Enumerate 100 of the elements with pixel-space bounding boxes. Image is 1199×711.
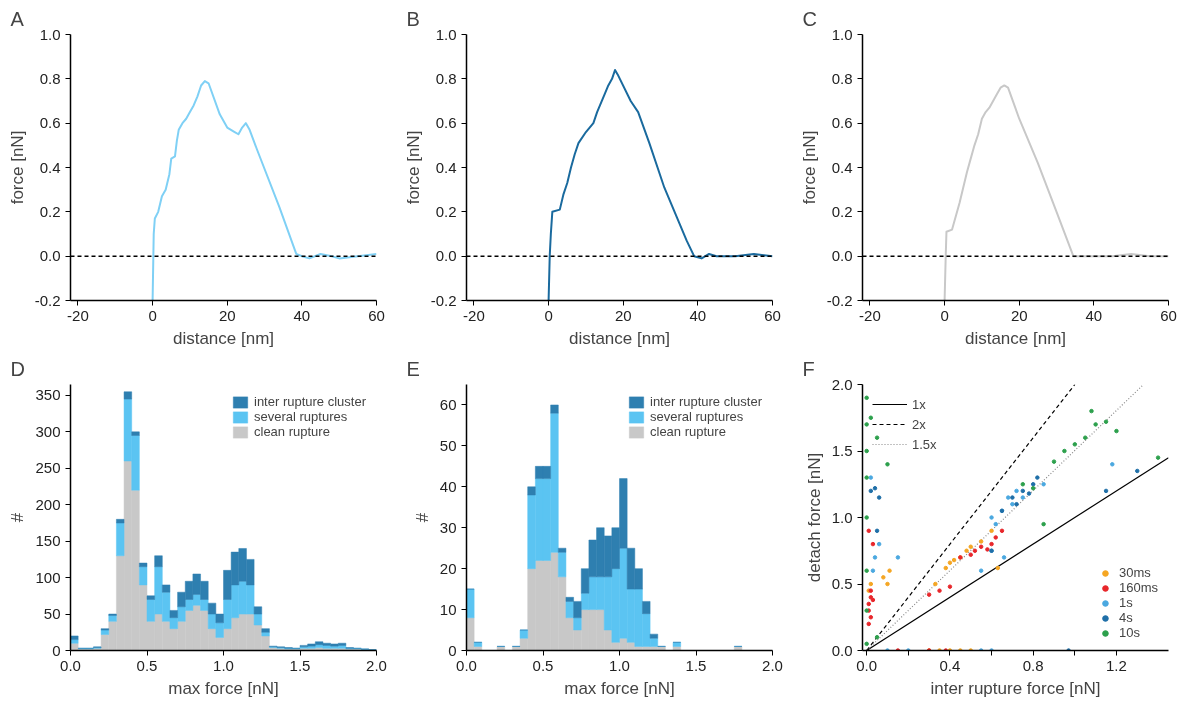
chart-title: C	[802, 7, 817, 30]
y-tick-label: 0.8	[435, 69, 457, 87]
x-tick-label: 1.5	[685, 656, 707, 674]
y-tick-label: 0.6	[831, 114, 853, 132]
y-tick-label: 0.6	[435, 114, 457, 132]
y-tick-label: 350	[35, 386, 61, 404]
y-tick-label: 1.5	[831, 442, 853, 459]
y-tick-label: 10	[439, 600, 457, 618]
x-tick-label: 40	[1085, 306, 1103, 324]
x-axis-title: distance [nm]	[964, 328, 1067, 348]
y-tick-label: 0.0	[831, 641, 853, 659]
y-tick-label: 300	[35, 422, 61, 440]
chart-title: D	[10, 357, 25, 380]
y-tick-label: 200	[35, 495, 61, 513]
y-axis-title: detach force [nN]	[804, 452, 824, 583]
x-tick-label: 0.0	[456, 656, 477, 674]
y-tick-label: -0.2	[430, 291, 457, 309]
x-tick-label: 20	[614, 306, 632, 324]
legend-label: several ruptures	[254, 409, 348, 424]
legend-label: several ruptures	[650, 409, 744, 424]
legend-label: 160ms	[1118, 580, 1158, 595]
chart-title: F	[802, 357, 815, 380]
x-tick-label: 60	[764, 306, 781, 324]
x-axis-title: distance [nm]	[172, 328, 275, 348]
x-tick-label: 1.0	[609, 656, 630, 674]
x-tick-label: 2.0	[762, 656, 783, 674]
x-tick-label: -20	[463, 306, 485, 324]
x-tick-label: 0.0	[60, 656, 81, 674]
y-tick-label: 40	[439, 477, 457, 495]
y-tick-label: 0.2	[435, 202, 457, 220]
y-tick-label: 2.0	[831, 375, 853, 393]
y-tick-label: 60	[439, 395, 457, 413]
x-tick-label: 0.5	[532, 656, 554, 674]
legend-label: 4s	[1118, 610, 1134, 625]
x-tick-label: -20	[67, 306, 89, 324]
y-tick-label: 1.0	[831, 508, 853, 526]
x-tick-label: 1.5	[289, 656, 311, 674]
y-tick-label: 0.8	[831, 69, 853, 87]
y-tick-label: 20	[439, 559, 457, 577]
chart-title: B	[406, 7, 420, 30]
x-tick-label: 2.0	[366, 656, 387, 674]
y-tick-label: 50	[439, 436, 457, 454]
x-tick-label: 0	[148, 306, 157, 324]
x-tick-label: 0.0	[856, 656, 878, 674]
y-tick-label: 0.0	[831, 247, 853, 265]
x-tick-label: 0.4	[939, 656, 961, 674]
y-tick-label: 1.0	[435, 25, 457, 43]
x-tick-label: -20	[859, 306, 881, 324]
y-tick-label: 0.2	[831, 202, 853, 220]
y-axis-title: force [nN]	[7, 130, 27, 205]
x-axis-title: max force [nN]	[564, 678, 675, 698]
y-axis-title: force [nN]	[799, 130, 819, 205]
x-tick-label: 20	[218, 306, 236, 324]
legend-label: 1.5x	[912, 436, 937, 452]
y-tick-label: 250	[35, 459, 61, 477]
y-axis-title: #	[412, 512, 432, 523]
legend-label: inter rupture cluster	[254, 394, 366, 409]
y-tick-label: 0.6	[39, 114, 61, 132]
y-axis-title: #	[8, 512, 28, 523]
y-tick-label: 0.0	[435, 247, 457, 265]
x-tick-label: 40	[293, 306, 311, 324]
legend-label: clean rupture	[650, 424, 726, 439]
x-tick-label: 60	[1160, 306, 1177, 324]
legend-label: 2x	[912, 416, 927, 432]
y-tick-label: 100	[35, 568, 61, 586]
x-tick-label: 1.2	[1106, 656, 1127, 674]
y-tick-label: 150	[35, 532, 61, 550]
x-tick-label: 40	[689, 306, 707, 324]
y-tick-label: -0.2	[34, 291, 61, 309]
y-tick-label: 0.4	[831, 158, 853, 176]
y-tick-label: 0	[52, 641, 61, 659]
legend-label: 30ms	[1118, 565, 1151, 580]
legend-label: 10s	[1118, 625, 1140, 640]
x-tick-label: 0	[940, 306, 949, 324]
x-tick-label: 20	[1010, 306, 1028, 324]
y-tick-label: 50	[43, 605, 61, 623]
x-tick-label: 1.0	[213, 656, 234, 674]
y-tick-label: 0.0	[39, 247, 61, 265]
y-axis-title: force [nN]	[403, 130, 423, 205]
y-tick-label: 0.4	[39, 158, 61, 176]
x-tick-label: 0.5	[136, 656, 158, 674]
x-tick-label: 0.8	[1022, 656, 1044, 674]
chart-title: A	[10, 7, 25, 30]
y-tick-label: -0.2	[826, 291, 853, 309]
x-tick-label: 0	[544, 306, 553, 324]
y-tick-label: 1.0	[831, 25, 853, 43]
y-tick-label: 0	[448, 641, 457, 659]
x-axis-title: max force [nN]	[168, 678, 279, 698]
x-tick-label: 60	[368, 306, 385, 324]
legend-label: inter rupture cluster	[650, 394, 762, 409]
x-axis-title: inter rupture force [nN]	[930, 678, 1101, 698]
y-tick-label: 30	[439, 518, 457, 536]
x-axis-title: distance [nm]	[568, 328, 671, 348]
y-tick-label: 0.4	[435, 158, 457, 176]
chart-title: E	[406, 357, 420, 380]
legend-label: 1x	[912, 396, 927, 412]
legend-label: clean rupture	[254, 424, 330, 439]
y-tick-label: 0.8	[39, 69, 61, 87]
y-tick-label: 0.5	[831, 575, 853, 592]
y-tick-label: 1.0	[39, 25, 61, 43]
